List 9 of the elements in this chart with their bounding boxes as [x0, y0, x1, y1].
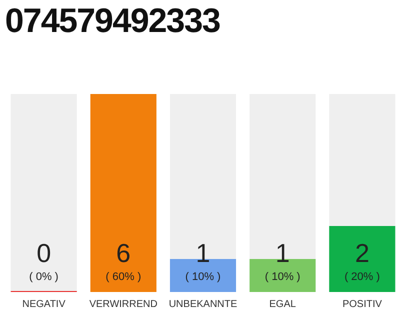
data-label: 0 ( 0% ): [29, 238, 58, 283]
x-tick-label: NEGATIV: [22, 298, 66, 310]
data-label: 6 ( 60% ): [106, 238, 142, 283]
x-tick-label: POSITIV: [342, 298, 382, 310]
x-tick-label: VERWIRREND: [89, 298, 158, 310]
chart-title: 074579492333: [5, 2, 220, 41]
x-tick-label: UNBEKANNTE: [168, 298, 238, 310]
data-label: 2 ( 20% ): [344, 238, 380, 283]
x-tick-label: EGAL: [269, 298, 296, 310]
